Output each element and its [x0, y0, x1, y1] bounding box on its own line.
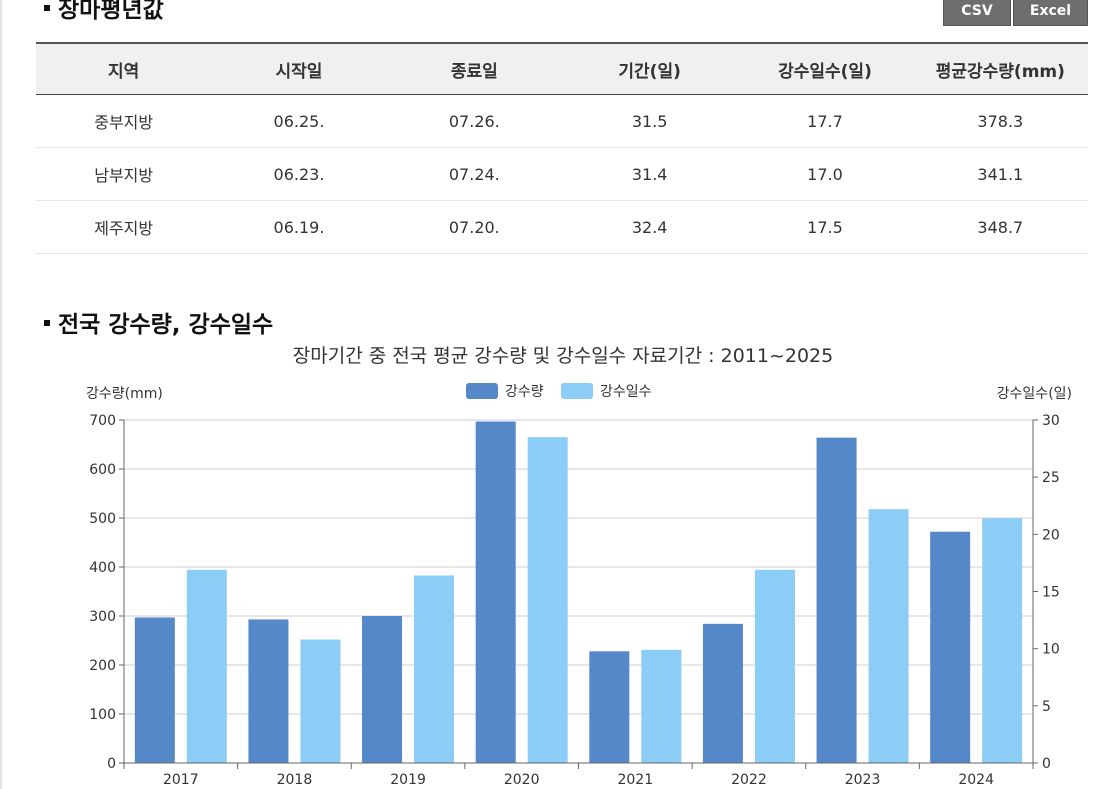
bar-rain-days: [641, 649, 682, 763]
legend-swatch-raindays[interactable]: [561, 383, 593, 399]
y-right-tick-label: 30: [1042, 413, 1060, 429]
bar-rain-days: [868, 509, 909, 763]
bar-precipitation: [816, 437, 857, 763]
bar-rain-days: [527, 437, 568, 763]
x-tick-label: 2021: [617, 772, 653, 788]
y-right-tick-label: 20: [1042, 527, 1060, 543]
bar-precipitation: [930, 531, 971, 763]
table-row: 중부지방 06.25. 07.26. 31.5 17.7 378.3: [36, 94, 1088, 148]
y-left-tick-label: 0: [107, 756, 116, 772]
cell-duration: 31.4: [561, 147, 738, 201]
cell-avg-precip: 341.1: [912, 147, 1088, 201]
legend-label-raindays[interactable]: 강수일수: [600, 384, 652, 400]
table-row: 제주지방 06.19. 07.20. 32.4 17.5 348.7: [36, 200, 1088, 254]
cell-avg-precip: 348.7: [912, 200, 1088, 254]
section-title-national-text: 전국 강수량, 강수일수: [58, 312, 274, 338]
y-left-tick-label: 300: [89, 609, 116, 625]
legend-label-precip[interactable]: 강수량: [505, 384, 544, 400]
x-tick-label: 2023: [845, 772, 881, 788]
y-left-tick-label: 500: [89, 511, 116, 527]
cell-end-date: 07.26.: [386, 94, 562, 148]
y-left-tick-label: 100: [89, 707, 116, 723]
header-start-date: 시작일: [211, 42, 387, 95]
section-title-normals-text: 장마평년값: [58, 0, 164, 23]
x-tick-label: 2020: [504, 772, 540, 788]
header-end-date: 종료일: [386, 42, 562, 95]
bar-rain-days: [414, 575, 455, 763]
header-region: 지역: [36, 42, 212, 95]
cell-start-date: 06.19.: [211, 200, 387, 254]
cell-duration: 31.5: [561, 94, 738, 148]
legend[interactable]: 강수량 강수일수: [466, 383, 652, 400]
y-left-tick-label: 400: [89, 560, 116, 576]
table-row: 남부지방 06.23. 07.24. 31.4 17.0 341.1: [36, 147, 1088, 201]
bar-rain-days: [754, 569, 795, 763]
bar-precipitation: [248, 619, 289, 763]
csv-download-button[interactable]: CSV: [943, 0, 1011, 26]
cell-region: 중부지방: [36, 94, 212, 148]
bar-rain-days: [982, 518, 1023, 763]
y-left-tick-label: 600: [89, 462, 116, 478]
left-border: [0, 0, 2, 789]
bar-precipitation: [362, 616, 403, 763]
y-right-tick-label: 10: [1042, 642, 1060, 658]
y-right-tick-label: 25: [1042, 470, 1060, 486]
bullet-square-icon: [44, 4, 50, 11]
tick-labels: 0 100 200 300 400 500 600 700 0 5 10 15 20 25 30 2017 20…: [89, 413, 1060, 788]
bar-precipitation: [475, 421, 516, 763]
bars: [134, 421, 1023, 763]
bar-precipitation: [589, 651, 630, 763]
cell-end-date: 07.24.: [386, 147, 562, 201]
y-axis-left-label: 강수량(mm): [86, 386, 163, 402]
cell-rain-days: 17.5: [737, 200, 913, 254]
precip-chart: 0 100 200 300 400 500 600 700 0 5 10 15 20 25 30 2017 20…: [86, 383, 1072, 788]
excel-download-button[interactable]: Excel: [1013, 0, 1088, 26]
chart-title: 장마기간 중 전국 평균 강수량 및 강수일수 자료기간 : 2011~2025: [292, 345, 834, 367]
cell-rain-days: 17.0: [737, 147, 913, 201]
header-duration: 기간(일): [561, 42, 738, 95]
x-tick-label: 2024: [958, 772, 994, 788]
y-right-tick-label: 5: [1042, 699, 1051, 715]
cell-rain-days: 17.7: [737, 94, 913, 148]
cell-start-date: 06.25.: [211, 94, 387, 148]
header-rain-days: 강수일수(일): [737, 42, 913, 95]
cell-region: 제주지방: [36, 200, 212, 254]
table-header-row: 지역 시작일 종료일 기간(일) 강수일수(일) 평균강수량(mm): [36, 42, 1088, 95]
x-tick-label: 2017: [163, 772, 199, 788]
cell-avg-precip: 378.3: [912, 94, 1088, 148]
y-left-tick-label: 700: [89, 413, 116, 429]
x-tick-label: 2019: [390, 772, 426, 788]
cell-start-date: 06.23.: [211, 147, 387, 201]
section-title-normals: 장마평년값: [44, 0, 164, 24]
x-tick-label: 2018: [277, 772, 313, 788]
header-avg-precip: 평균강수량(mm): [912, 42, 1088, 95]
bar-rain-days: [186, 569, 227, 763]
legend-swatch-precip[interactable]: [466, 383, 498, 399]
bullet-square-icon: [44, 319, 50, 326]
bar-precipitation: [134, 617, 175, 763]
y-right-tick-label: 15: [1042, 585, 1060, 601]
cell-region: 남부지방: [36, 147, 212, 201]
x-tick-label: 2022: [731, 772, 767, 788]
monsoon-normals-table: 지역 시작일 종료일 기간(일) 강수일수(일) 평균강수량(mm) 중부지방 …: [36, 42, 1088, 254]
bar-precipitation: [702, 623, 743, 763]
cell-duration: 32.4: [561, 200, 738, 254]
bar-rain-days: [300, 639, 341, 763]
y-left-tick-label: 200: [89, 658, 116, 674]
y-right-tick-label: 0: [1042, 756, 1051, 772]
cell-end-date: 07.20.: [386, 200, 562, 254]
section-title-national: 전국 강수량, 강수일수: [44, 305, 273, 339]
y-axis-right-label: 강수일수(일): [997, 386, 1072, 402]
